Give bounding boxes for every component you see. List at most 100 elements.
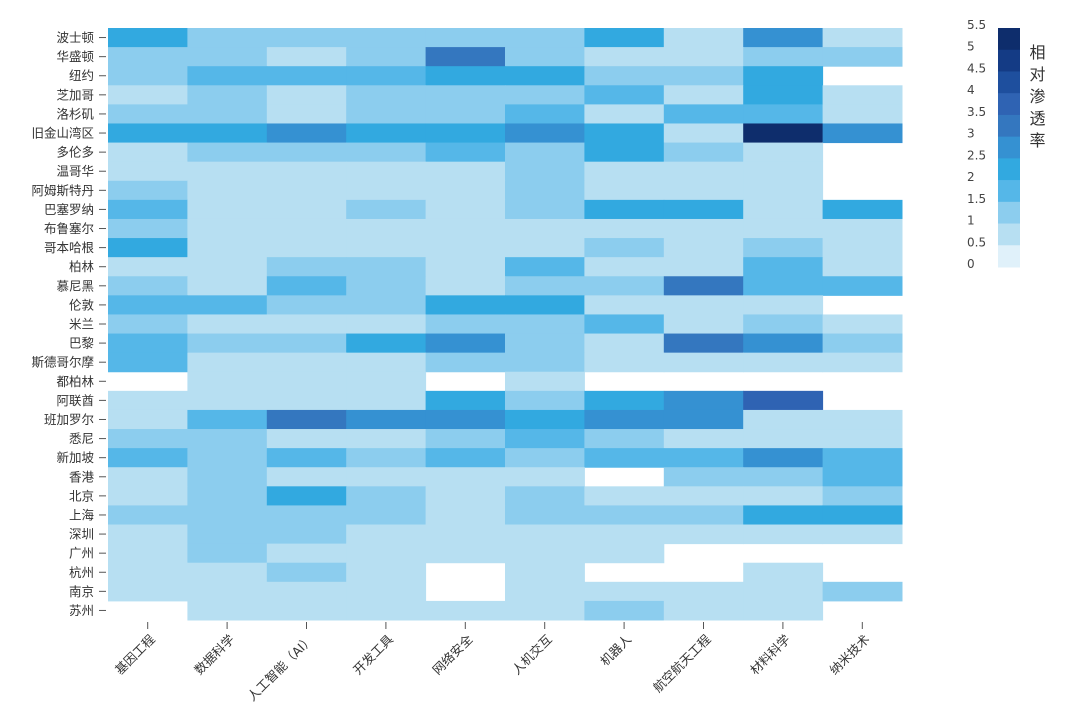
- heatmap-cell: [425, 123, 506, 144]
- heatmap-cell: [187, 295, 268, 315]
- row-label: 悉尼: [69, 431, 94, 446]
- row-label: 纽约: [69, 68, 94, 83]
- legend-swatch: [998, 114, 1020, 138]
- column-label: 人机交互: [509, 632, 555, 678]
- row-label: 南京: [69, 584, 94, 599]
- heatmap-cell: [743, 276, 824, 296]
- heatmap-cell: [822, 28, 903, 48]
- heatmap-cell: [822, 581, 903, 602]
- row-label: 巴黎: [69, 336, 95, 351]
- heatmap-cell: [266, 524, 347, 545]
- heatmap-cell: [584, 505, 665, 526]
- row-label: 新加坡: [56, 450, 94, 465]
- row-label: 北京: [69, 488, 94, 503]
- heatmap-cell: [584, 218, 665, 239]
- heatmap-cell: [266, 66, 347, 86]
- row-label: 温哥华: [56, 164, 94, 179]
- heatmap-cell: [743, 467, 824, 487]
- heatmap-cell: [266, 104, 347, 124]
- heatmap-cell: [266, 238, 347, 258]
- heatmap-cell: [187, 581, 268, 602]
- heatmap-cell: [108, 333, 188, 354]
- column-label: 开发工具: [350, 631, 396, 677]
- heatmap-cell: [505, 352, 585, 373]
- heatmap-cell: [822, 505, 903, 526]
- heatmap-cell: [108, 28, 188, 48]
- heatmap-cell: [663, 180, 744, 201]
- row-label: 巴塞罗纳: [44, 202, 94, 217]
- heatmap-cell: [505, 238, 585, 258]
- heatmap-cell: [266, 276, 347, 296]
- heatmap-cell: [505, 314, 585, 335]
- heatmap-cell: [346, 352, 427, 373]
- heatmap-cell: [743, 448, 824, 468]
- heatmap-cell: [346, 543, 427, 564]
- row-label: 阿姆斯特丹: [31, 183, 94, 198]
- heatmap-cell: [584, 66, 665, 86]
- heatmap-cell: [266, 409, 347, 430]
- heatmap-cell: [266, 314, 347, 335]
- heatmap-cell: [346, 486, 427, 506]
- column-label: 基因工程: [112, 631, 158, 677]
- color-legend: 5.5 5 4.5 4 3.5 3 2.5 2 1.5 1 0.5 0 相对渗透率: [967, 18, 1046, 271]
- legend-swatch: [998, 223, 1020, 246]
- heatmap-cell: [505, 371, 585, 392]
- heatmap-cell: [346, 314, 427, 335]
- heatmap-cell: [743, 142, 824, 163]
- heatmap-cell: [584, 429, 665, 449]
- legend-swatch: [998, 28, 1020, 51]
- heatmap-cell: [108, 142, 188, 163]
- heatmap-cell: [584, 238, 665, 258]
- row-label: 柏林: [69, 259, 95, 274]
- heatmap-cell: [505, 295, 585, 315]
- row-label: 布鲁塞尔: [44, 221, 94, 236]
- legend-tick-label: 1.5: [967, 192, 986, 206]
- heatmap-cell: [108, 486, 188, 506]
- heatmap-cell: [425, 333, 506, 354]
- heatmap-cell: [346, 85, 427, 105]
- heatmap-cell: [346, 104, 427, 124]
- heatmap-cell: [505, 486, 585, 506]
- heatmap-cell: [663, 390, 744, 411]
- heatmap-cell: [266, 371, 347, 392]
- legend-swatch: [998, 158, 1020, 181]
- row-label: 广州: [69, 546, 94, 561]
- heatmap-cell: [187, 429, 268, 449]
- heatmap-cell: [346, 161, 427, 182]
- heatmap-cell: [584, 486, 665, 506]
- heatmap-cell: [187, 47, 268, 67]
- heatmap-cell: [425, 295, 506, 315]
- heatmap-cell: [663, 409, 744, 430]
- heatmap-cell: [108, 85, 188, 105]
- heatmap-cell: [505, 429, 585, 449]
- heatmap-cell: [108, 543, 188, 564]
- heatmap-cell: [346, 123, 427, 144]
- heatmap-cell: [108, 409, 188, 430]
- row-label: 哥本哈根: [44, 240, 95, 255]
- heatmap-cell: [584, 295, 665, 315]
- row-label: 洛杉矶: [56, 106, 94, 121]
- legend-swatch: [998, 201, 1020, 225]
- heatmap-cell: [266, 505, 347, 526]
- heatmap-cell: [266, 257, 347, 277]
- column-label: 纳米技术: [826, 631, 872, 677]
- heatmap-cell: [346, 66, 427, 86]
- heatmap-cell: [108, 161, 188, 182]
- heatmap-cell: [505, 276, 585, 296]
- heatmap-cell: [743, 199, 824, 220]
- heatmap-cell: [743, 161, 824, 182]
- heatmap-cell: [108, 448, 188, 468]
- heatmap-cell: [663, 524, 744, 545]
- legend-swatch: [998, 49, 1020, 72]
- heatmap-cell: [505, 199, 585, 220]
- heatmap-cell: [584, 581, 665, 602]
- row-labels: 波士顿华盛顿纽约芝加哥洛杉矶旧金山湾区多伦多温哥华阿姆斯特丹巴塞罗纳布鲁塞尔哥本…: [31, 30, 106, 618]
- heatmap-cell: [822, 238, 903, 258]
- heatmap-cell: [187, 257, 268, 277]
- heatmap-cell: [108, 180, 188, 201]
- row-label: 上海: [69, 507, 95, 522]
- heatmap-cell: [663, 429, 744, 449]
- heatmap-cell: [743, 123, 824, 144]
- row-label: 香港: [69, 469, 95, 484]
- heatmap-cell: [663, 104, 744, 124]
